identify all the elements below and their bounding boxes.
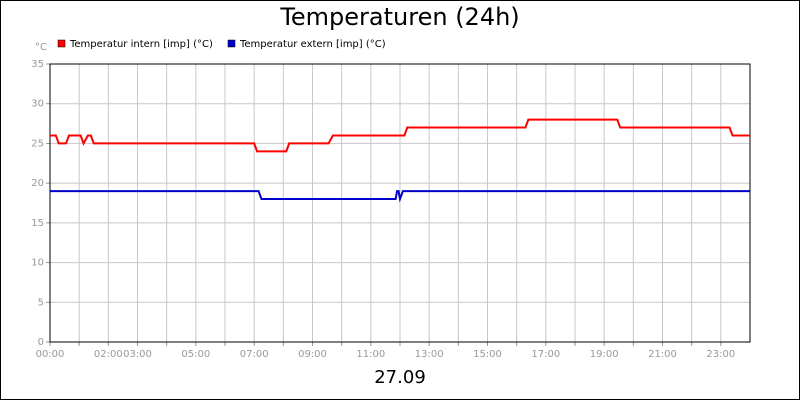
y-tick-label: 0: [38, 337, 44, 348]
x-tick-label: 02:00: [94, 349, 123, 360]
y-tick-label: 35: [31, 59, 44, 70]
x-tick-label: 03:00: [123, 349, 152, 360]
series-line: [50, 118, 750, 153]
legend-label: Temperatur extern [imp] (°C): [239, 39, 386, 50]
y-tick-label: 25: [31, 138, 44, 149]
y-tick-label: 10: [31, 258, 44, 269]
x-tick-label: 05:00: [181, 349, 210, 360]
plot-border: [49, 63, 751, 343]
x-tick-label: 21:00: [648, 349, 677, 360]
x-tick-label: 13:00: [415, 349, 444, 360]
series-line: [50, 190, 750, 203]
x-tick-label: 19:00: [590, 349, 619, 360]
y-tick-label: 15: [31, 218, 44, 229]
y-tick-label: 30: [31, 99, 44, 110]
chart-title: Temperaturen (24h): [279, 3, 519, 31]
y-unit: °C: [35, 42, 47, 53]
y-tick-label: 5: [38, 297, 44, 308]
x-label: 27.09: [374, 367, 426, 388]
x-tick-label: 17:00: [531, 349, 560, 360]
y-tick-label: 20: [31, 178, 44, 189]
x-tick-label: 23:00: [706, 349, 735, 360]
legend-label: Temperatur intern [imp] (°C): [69, 39, 213, 50]
x-tick-label: 15:00: [473, 349, 502, 360]
x-tick-label: 00:00: [36, 349, 65, 360]
x-tick-label: 07:00: [240, 349, 269, 360]
legend-swatch: [227, 39, 236, 48]
legend-swatch: [57, 39, 66, 48]
x-tick-label: 11:00: [356, 349, 385, 360]
x-tick-label: 09:00: [298, 349, 327, 360]
